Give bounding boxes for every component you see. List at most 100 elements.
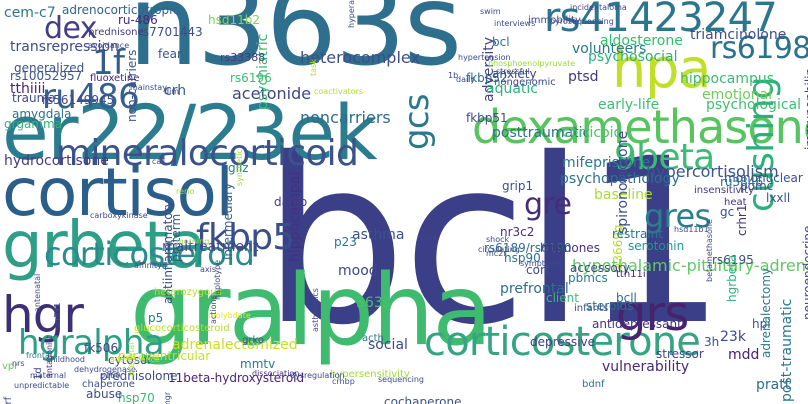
cloud-word: corticosteroid <box>44 235 255 273</box>
cloud-word: mdd <box>728 347 760 363</box>
cloud-word: morning <box>176 237 210 246</box>
cloud-word: emotional <box>702 87 773 103</box>
cloud-word: hypercortisolism <box>646 162 779 181</box>
cloud-word: early-life <box>598 97 660 113</box>
cloud-word: pyrosequencing <box>550 17 614 26</box>
cloud-word: axis <box>200 265 217 274</box>
cloud-word: molybdate <box>208 311 251 320</box>
cloud-word: hypertension <box>458 53 511 62</box>
cloud-word: prefrontal <box>500 281 569 297</box>
cloud-word: adolescence <box>110 355 160 364</box>
cloud-word: infants <box>574 303 609 314</box>
cloud-word: depressive <box>530 335 595 349</box>
cloud-word: mononuclear <box>724 171 803 185</box>
cloud-word: rs41423247 <box>544 0 778 41</box>
cloud-word: grgamma <box>4 117 63 131</box>
cloud-word: gcs <box>397 94 437 150</box>
cloud-word: bcll <box>616 291 637 305</box>
cloud-word: rs6189/rs6190 <box>484 241 572 255</box>
cloud-word: cytosol <box>108 353 151 367</box>
cloud-word: prednisone <box>88 27 144 38</box>
cloud-word: 9beta <box>614 137 715 178</box>
cloud-word: rs56149945 <box>42 93 115 107</box>
cloud-word: daily <box>456 75 476 84</box>
cloud-word: 363s <box>356 295 391 311</box>
cloud-word: synthetic <box>235 149 244 186</box>
cloud-word: gre <box>524 187 572 222</box>
cloud-word: posttraumatic <box>492 125 591 141</box>
cloud-word: vpr <box>2 361 19 372</box>
cloud-word: rs6196 <box>230 71 272 85</box>
cloud-word: hormones <box>540 241 600 255</box>
cloud-word: hippocampus <box>680 71 775 87</box>
cloud-word: crhbp <box>332 377 355 386</box>
cloud-word: childhood <box>46 355 85 364</box>
cloud-word: danio <box>274 195 308 209</box>
cloud-word: neuroendocrine <box>801 225 808 320</box>
cloud-word: unpredictable <box>14 381 70 390</box>
cloud-word: dim <box>164 87 180 96</box>
cloud-word: heat <box>724 197 747 208</box>
cloud-word: nongenomic <box>494 77 556 88</box>
cloud-word: restraint <box>612 227 663 241</box>
cloud-word: cort <box>526 263 550 277</box>
cloud-word: crf <box>3 396 14 404</box>
cloud-word: grko <box>242 335 265 346</box>
cloud-word: nrs <box>12 359 25 368</box>
cloud-word: hpi <box>752 317 771 331</box>
cloud-word: gilz <box>228 161 249 175</box>
cloud-word: abuse <box>86 387 123 401</box>
cloud-word: heterocomplex <box>300 48 420 67</box>
cloud-word: 1f <box>92 43 125 83</box>
cloud-word: fluoxetine <box>90 73 140 84</box>
cloud-word: mineralocorticoid <box>56 133 359 174</box>
cloud-word: hgralpha <box>18 323 165 363</box>
cloud-word: hsd11b2 <box>208 13 260 27</box>
cloud-word: antidepressant <box>592 317 682 331</box>
cloud-word: rs6198 <box>710 31 808 66</box>
cloud-word: noncarriers <box>300 108 391 127</box>
cloud-word: acth <box>362 333 384 344</box>
cloud-word: serotonin <box>628 239 685 253</box>
cloud-word: swim <box>480 7 501 16</box>
cloud-word: trauma <box>12 91 56 105</box>
cloud-word: adrenocorticotropic <box>62 3 180 17</box>
cloud-word: aldosterone <box>600 33 683 49</box>
cloud-word: dysregulation <box>290 371 345 380</box>
cloud-word: glucocorticosteroid <box>134 323 230 334</box>
cloud-word: chaperone <box>82 379 135 390</box>
cloud-word: adrenalectomy <box>759 267 773 358</box>
cloud-word: anxiety <box>492 67 537 81</box>
cloud-word: mifepristone <box>562 155 651 171</box>
cloud-word: 1b <box>448 71 459 80</box>
cloud-word: p5 <box>148 311 164 325</box>
cloud-word: hsp90 <box>504 251 541 265</box>
cloud-word: ca1 <box>152 157 167 166</box>
cloud-word: rs33388 <box>220 51 266 64</box>
cloud-word: pbmcs <box>568 271 608 285</box>
cloud-word: mainstay <box>130 83 167 92</box>
cloud-word: prednisolone <box>100 369 178 383</box>
cloud-word: adrenalectomized <box>172 337 298 353</box>
cloud-word: crhr1 <box>735 204 749 237</box>
cloud-word: tthiiii <box>10 81 46 97</box>
cloud-word: fkbp52 <box>466 71 508 85</box>
cloud-word: fk506 <box>84 341 119 355</box>
cloud-word: ptsd <box>568 69 599 85</box>
cloud-word: p160 <box>100 371 121 380</box>
cloud-word: care <box>420 233 438 242</box>
cloud-word: n363s <box>128 0 462 91</box>
cloud-word: fkbp51 <box>466 111 508 125</box>
cloud-word: dehydrogenase <box>74 365 136 374</box>
cloud-word: client <box>546 291 579 305</box>
cloud-word: lxxll <box>766 191 791 205</box>
cloud-word: task <box>309 59 318 76</box>
cloud-word: avoidance <box>88 41 130 50</box>
cloud-word: prenatal <box>127 342 136 376</box>
cloud-word: er22/23ek <box>2 88 378 177</box>
cloud-word: psychosocial <box>588 49 678 65</box>
cloud-word: symptoms <box>520 259 562 268</box>
cloud-word: dexamethasone <box>472 100 808 154</box>
cloud-word: stressful <box>496 67 530 76</box>
cloud-word: ser211 <box>53 302 62 330</box>
